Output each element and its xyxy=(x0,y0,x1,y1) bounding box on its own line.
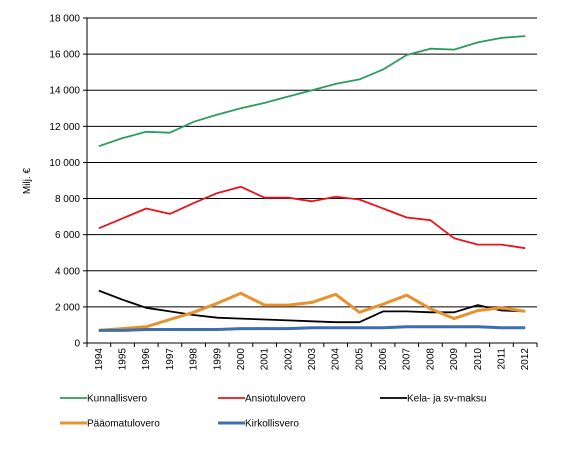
series-line-0 xyxy=(98,35,526,148)
x-tick-label: 2007 xyxy=(402,348,413,371)
legend-label: Kela- ja sv-maksu xyxy=(407,394,486,405)
gridlines xyxy=(87,17,537,308)
x-axis-ticks: 1994 1995 1996 1997 1998 1999 2000 2001 2002 2003… xyxy=(86,343,538,371)
y-tick-label: 18 000 xyxy=(49,14,80,25)
x-tick-label: 2005 xyxy=(354,348,365,371)
y-tick-label: 6 000 xyxy=(55,230,80,241)
y-tick-label: 4 000 xyxy=(55,266,80,277)
y-tick-label: 12 000 xyxy=(49,122,80,133)
y-tick-label: 16 000 xyxy=(49,50,80,61)
y-axis-label: Milj. € xyxy=(22,168,33,195)
x-tick-label: 2011 xyxy=(496,348,507,370)
legend: Kunnallisvero Ansiotulovero Kela- ja sv-ma… xyxy=(60,394,486,430)
y-tick-label: 10 000 xyxy=(49,158,80,169)
legend-label: Pääomatulovero xyxy=(87,419,160,430)
series-lines xyxy=(98,35,526,332)
series-line-4 xyxy=(98,325,526,332)
x-tick-label: 1996 xyxy=(141,348,152,371)
y-tick-label: 0 xyxy=(74,339,80,350)
legend-label: Kirkollisvero xyxy=(245,419,299,430)
x-tick-label: 1995 xyxy=(118,348,129,371)
x-tick-label: 1994 xyxy=(94,348,105,371)
x-tick-label: 2002 xyxy=(283,348,294,371)
y-axis-ticks: 0 2 000 4 000 6 000 8 000 10 000 12 000 14 000 1… xyxy=(49,14,87,350)
series-line-3 xyxy=(98,291,526,332)
legend-label: Kunnallisvero xyxy=(87,394,147,405)
x-tick-label: 2003 xyxy=(307,348,318,371)
x-tick-label: 2004 xyxy=(331,348,342,371)
series-line-2 xyxy=(98,289,526,324)
x-tick-label: 2008 xyxy=(425,348,436,371)
legend-label: Ansiotulovero xyxy=(245,394,306,405)
x-tick-label: 1998 xyxy=(189,348,200,371)
axes xyxy=(86,18,537,344)
series-line-1 xyxy=(98,185,526,250)
x-tick-label: 2009 xyxy=(449,348,460,371)
y-tick-label: 14 000 xyxy=(49,86,80,97)
x-tick-label: 2001 xyxy=(260,348,271,371)
x-tick-label: 1999 xyxy=(212,348,223,371)
y-tick-label: 2 000 xyxy=(55,302,80,313)
x-tick-label: 2000 xyxy=(236,348,247,371)
x-tick-label: 1997 xyxy=(165,348,176,371)
x-tick-label: 2010 xyxy=(473,348,484,371)
x-tick-label: 2006 xyxy=(378,348,389,371)
x-tick-label: 2012 xyxy=(520,348,531,371)
y-tick-label: 8 000 xyxy=(55,194,80,205)
